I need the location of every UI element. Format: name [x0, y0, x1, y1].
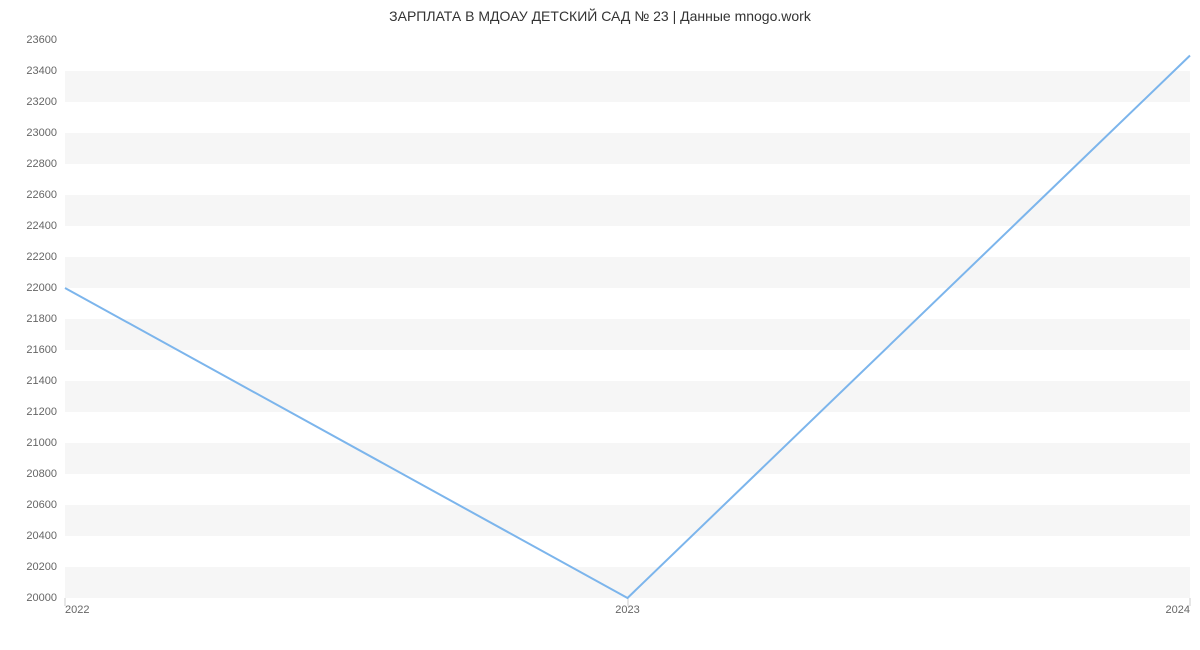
y-axis-tick-label: 23000: [26, 127, 57, 139]
plot-area: 2000020200204002060020800210002120021400…: [65, 40, 1190, 598]
x-axis-tick-label: 2022: [65, 604, 89, 616]
y-axis-tick-label: 22600: [26, 189, 57, 201]
y-axis-tick-label: 22200: [26, 251, 57, 263]
x-axis-tick-label: 2024: [1166, 604, 1190, 616]
y-axis-tick-label: 23200: [26, 96, 57, 108]
y-axis-tick-label: 21000: [26, 437, 57, 449]
line-series: [65, 40, 1190, 598]
y-axis-tick-label: 20000: [26, 592, 57, 604]
salary-line: [65, 56, 1190, 599]
x-axis-tick-label: 2023: [615, 604, 639, 616]
y-axis-tick-label: 21600: [26, 344, 57, 356]
chart-title: ЗАРПЛАТА В МДОАУ ДЕТСКИЙ САД № 23 | Данн…: [0, 8, 1200, 24]
y-axis-tick-label: 21200: [26, 406, 57, 418]
y-axis-tick-label: 21800: [26, 313, 57, 325]
y-axis-tick-label: 20600: [26, 499, 57, 511]
y-axis-tick-label: 22400: [26, 220, 57, 232]
y-axis-tick-label: 23600: [26, 34, 57, 46]
y-axis-tick-label: 23400: [26, 65, 57, 77]
y-axis-tick-label: 20200: [26, 561, 57, 573]
y-axis-tick-label: 21400: [26, 375, 57, 387]
y-axis-tick-label: 20800: [26, 468, 57, 480]
salary-chart: ЗАРПЛАТА В МДОАУ ДЕТСКИЙ САД № 23 | Данн…: [0, 0, 1200, 650]
y-axis-tick-label: 22000: [26, 282, 57, 294]
y-axis-tick-label: 22800: [26, 158, 57, 170]
y-axis-tick-label: 20400: [26, 530, 57, 542]
